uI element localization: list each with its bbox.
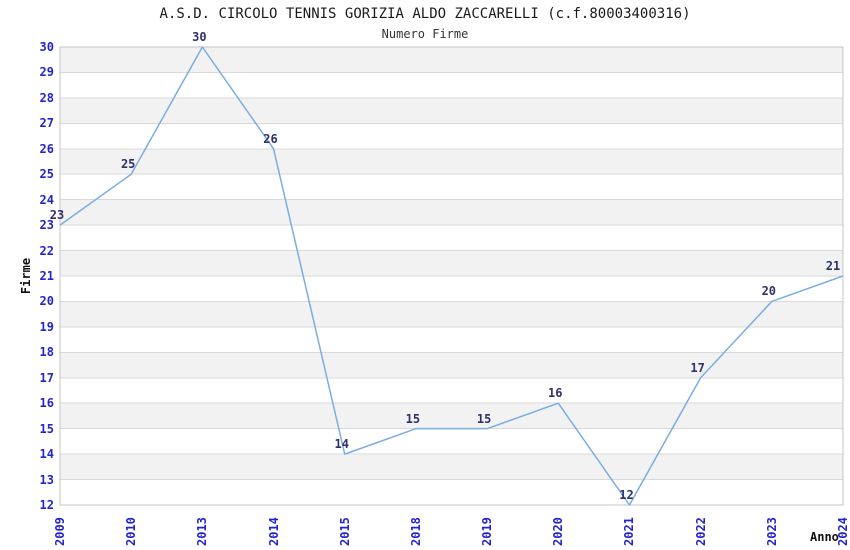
grid-band <box>60 403 843 429</box>
grid-band <box>60 352 843 378</box>
line-series <box>59 46 844 506</box>
point-label: 12 <box>619 488 634 502</box>
x-tick-label: 2019 <box>480 517 495 546</box>
grid-band <box>60 97 843 124</box>
x-tick-label: 2020 <box>551 517 566 546</box>
y-tick-label: 28 <box>39 90 54 105</box>
y-tick-label: 14 <box>39 447 54 462</box>
grid-band <box>60 148 843 175</box>
chart-title: A.S.D. CIRCOLO TENNIS GORIZIA ALDO ZACCA… <box>159 6 691 22</box>
x-tick-label: 2024 <box>836 517 850 546</box>
y-axis-label: Firme <box>19 257 33 295</box>
point-label: 20 <box>761 284 777 299</box>
y-tick-label: 19 <box>39 319 54 334</box>
y-tick-label: 26 <box>39 141 54 156</box>
x-tick-label: 2023 <box>764 517 779 546</box>
point-label: 15 <box>476 411 492 426</box>
grid-band <box>60 301 843 327</box>
y-tick-label: 16 <box>39 396 54 411</box>
point-label: 30 <box>192 30 207 44</box>
point-label: 25 <box>120 157 136 172</box>
chart-subtitle: Numero Firme <box>381 27 469 41</box>
point-label: 17 <box>690 360 705 375</box>
point-label: 15 <box>405 411 421 426</box>
grid-band <box>60 47 843 73</box>
point-label: 23 <box>49 208 65 223</box>
x-axis-label: Anno <box>810 530 839 544</box>
y-tick-label: 29 <box>39 65 54 80</box>
y-tick-label: 12 <box>39 498 54 512</box>
y-tick-label: 27 <box>39 116 54 131</box>
y-tick-label: 15 <box>39 421 54 436</box>
x-tick-label: 2021 <box>622 517 637 546</box>
point-label: 14 <box>334 437 349 452</box>
grid-band <box>60 454 843 480</box>
x-tick-label: 2013 <box>195 517 210 546</box>
y-tick-label: 24 <box>39 192 54 207</box>
y-tick-label: 13 <box>39 472 54 487</box>
x-tick-label: 2010 <box>124 517 139 546</box>
x-tick-label: 2009 <box>53 517 67 546</box>
y-tick-label: 22 <box>39 243 54 258</box>
x-tick-label: 2014 <box>266 517 281 546</box>
y-tick-label: 20 <box>39 294 54 309</box>
y-tick-label: 17 <box>39 370 54 385</box>
x-tick-label: 2022 <box>693 517 708 546</box>
point-label: 21 <box>825 259 841 273</box>
point-label: 26 <box>263 131 278 146</box>
y-tick-label: 23 <box>39 218 54 233</box>
grid-band <box>60 199 843 226</box>
grid-band <box>60 250 843 276</box>
point-label: 16 <box>548 386 563 401</box>
x-tick-label: 2018 <box>408 517 423 546</box>
x-tick-label: 2015 <box>337 517 352 546</box>
y-tick-label: 21 <box>39 269 54 283</box>
y-tick-label: 30 <box>39 40 54 54</box>
y-tick-label: 25 <box>39 167 54 182</box>
y-tick-label: 18 <box>39 345 54 360</box>
